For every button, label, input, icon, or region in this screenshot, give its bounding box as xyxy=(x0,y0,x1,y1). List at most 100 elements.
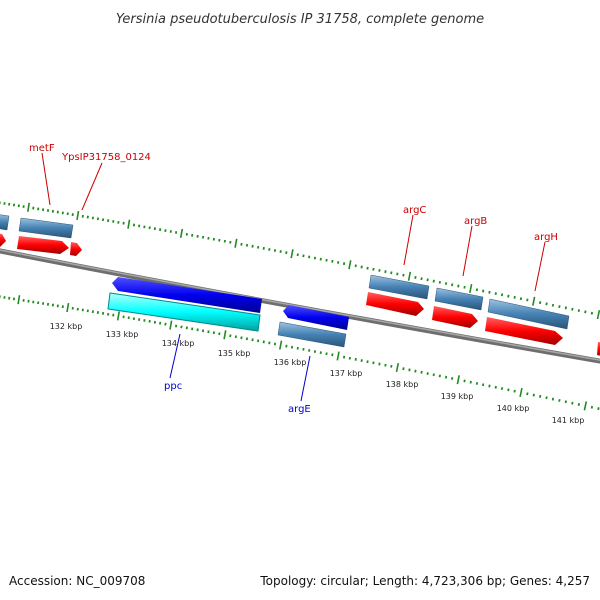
minor-tick xyxy=(245,337,249,341)
label-leader-line xyxy=(403,214,414,266)
minor-tick xyxy=(463,285,466,289)
minor-tick xyxy=(66,212,69,216)
minor-tick xyxy=(390,271,393,275)
minor-tick xyxy=(285,251,288,255)
label-leader-line xyxy=(534,241,546,292)
reverse-tick-track xyxy=(0,295,600,411)
gene-arrow[interactable] xyxy=(0,233,6,247)
major-tick xyxy=(279,340,283,350)
minor-tick xyxy=(164,322,167,326)
gene-label-metf[interactable]: metF xyxy=(29,143,55,154)
minor-tick xyxy=(313,350,317,353)
minor-tick xyxy=(438,374,441,378)
minor-tick xyxy=(564,306,567,310)
reverse-gene-track xyxy=(112,277,349,330)
major-tick xyxy=(336,351,340,361)
minor-tick xyxy=(532,393,535,397)
cds-block[interactable] xyxy=(277,321,347,348)
minor-tick xyxy=(420,370,423,374)
minor-tick xyxy=(296,253,299,257)
minor-tick xyxy=(396,272,399,276)
reverse-gene-labels: ppc argE xyxy=(164,333,311,415)
cds-block[interactable] xyxy=(434,287,484,311)
gene-label-ppc[interactable]: ppc xyxy=(164,381,182,392)
scale-label: 141 kbp xyxy=(552,416,585,425)
label-leader-line xyxy=(41,152,51,206)
minor-tick xyxy=(101,218,105,222)
gene-label-arge[interactable]: argE xyxy=(288,404,311,415)
minor-tick xyxy=(342,355,346,359)
minor-tick xyxy=(539,301,542,305)
gene-label-ypsip31758-0124[interactable]: YpsIP31758_0124 xyxy=(61,152,151,163)
minor-tick xyxy=(384,363,387,367)
gene-arrow[interactable] xyxy=(597,342,600,357)
major-tick xyxy=(27,202,30,212)
minor-tick xyxy=(337,261,340,264)
minor-tick xyxy=(451,377,454,380)
minor-tick xyxy=(577,403,580,406)
genome-backbone xyxy=(0,248,600,364)
gene-label-argh[interactable]: argH xyxy=(534,232,558,243)
gene-arrow[interactable] xyxy=(17,236,69,254)
minor-tick xyxy=(457,284,460,288)
cds-block-highlighted[interactable] xyxy=(107,292,261,332)
minor-tick xyxy=(331,353,334,357)
major-tick xyxy=(116,311,120,321)
major-tick xyxy=(127,219,131,229)
label-leader-line xyxy=(462,225,473,277)
major-tick xyxy=(66,302,70,313)
major-tick xyxy=(179,228,184,238)
label-leader-line xyxy=(169,333,181,379)
minor-tick xyxy=(132,223,136,227)
minor-tick xyxy=(488,384,491,388)
minor-tick xyxy=(507,388,510,392)
major-tick xyxy=(583,401,588,411)
minor-tick xyxy=(372,361,375,365)
minor-tick xyxy=(414,369,417,373)
major-tick xyxy=(519,387,523,398)
minor-tick xyxy=(432,279,435,283)
cds-block[interactable] xyxy=(368,274,430,300)
major-tick xyxy=(234,238,238,248)
gene-label-argc[interactable]: argC xyxy=(403,205,426,216)
gene-arrow[interactable] xyxy=(70,242,82,256)
minor-tick xyxy=(201,329,205,333)
minor-tick xyxy=(127,316,130,320)
minor-tick xyxy=(96,311,100,314)
minor-tick xyxy=(360,359,363,362)
gene-arrow[interactable] xyxy=(432,306,478,328)
minor-tick xyxy=(545,396,548,400)
cds-block[interactable] xyxy=(18,217,74,239)
scale-label: 133 kbp xyxy=(106,330,139,339)
minor-tick xyxy=(526,392,529,396)
minor-tick xyxy=(354,264,357,268)
minor-tick xyxy=(378,269,381,272)
minor-tick xyxy=(526,298,529,302)
minor-tick xyxy=(444,282,448,285)
minor-tick xyxy=(513,389,516,393)
gene-arrow[interactable] xyxy=(112,277,262,313)
cds-block[interactable] xyxy=(0,214,10,231)
minor-tick xyxy=(290,345,294,349)
minor-tick xyxy=(571,401,574,405)
minor-tick xyxy=(366,360,369,364)
minor-tick xyxy=(500,293,504,297)
forward-tick-track xyxy=(0,201,600,320)
minor-tick xyxy=(262,246,265,250)
gene-label-argb[interactable]: argB xyxy=(464,216,487,227)
minor-tick xyxy=(96,217,100,221)
minor-tick xyxy=(218,332,221,336)
minor-tick xyxy=(257,245,260,249)
accession-text: Accession: NC_009708 xyxy=(9,574,146,588)
minor-tick xyxy=(207,330,210,334)
gene-arrow[interactable] xyxy=(366,292,424,316)
minor-tick xyxy=(245,243,249,247)
cds-block[interactable] xyxy=(487,298,570,330)
minor-tick xyxy=(507,294,510,298)
gene-arrow[interactable] xyxy=(485,317,563,345)
minor-tick xyxy=(354,357,357,361)
label-leader-line xyxy=(81,162,103,211)
minor-tick xyxy=(539,394,542,398)
gene-arrow[interactable] xyxy=(283,305,349,330)
scale-label: 137 kbp xyxy=(330,369,363,378)
